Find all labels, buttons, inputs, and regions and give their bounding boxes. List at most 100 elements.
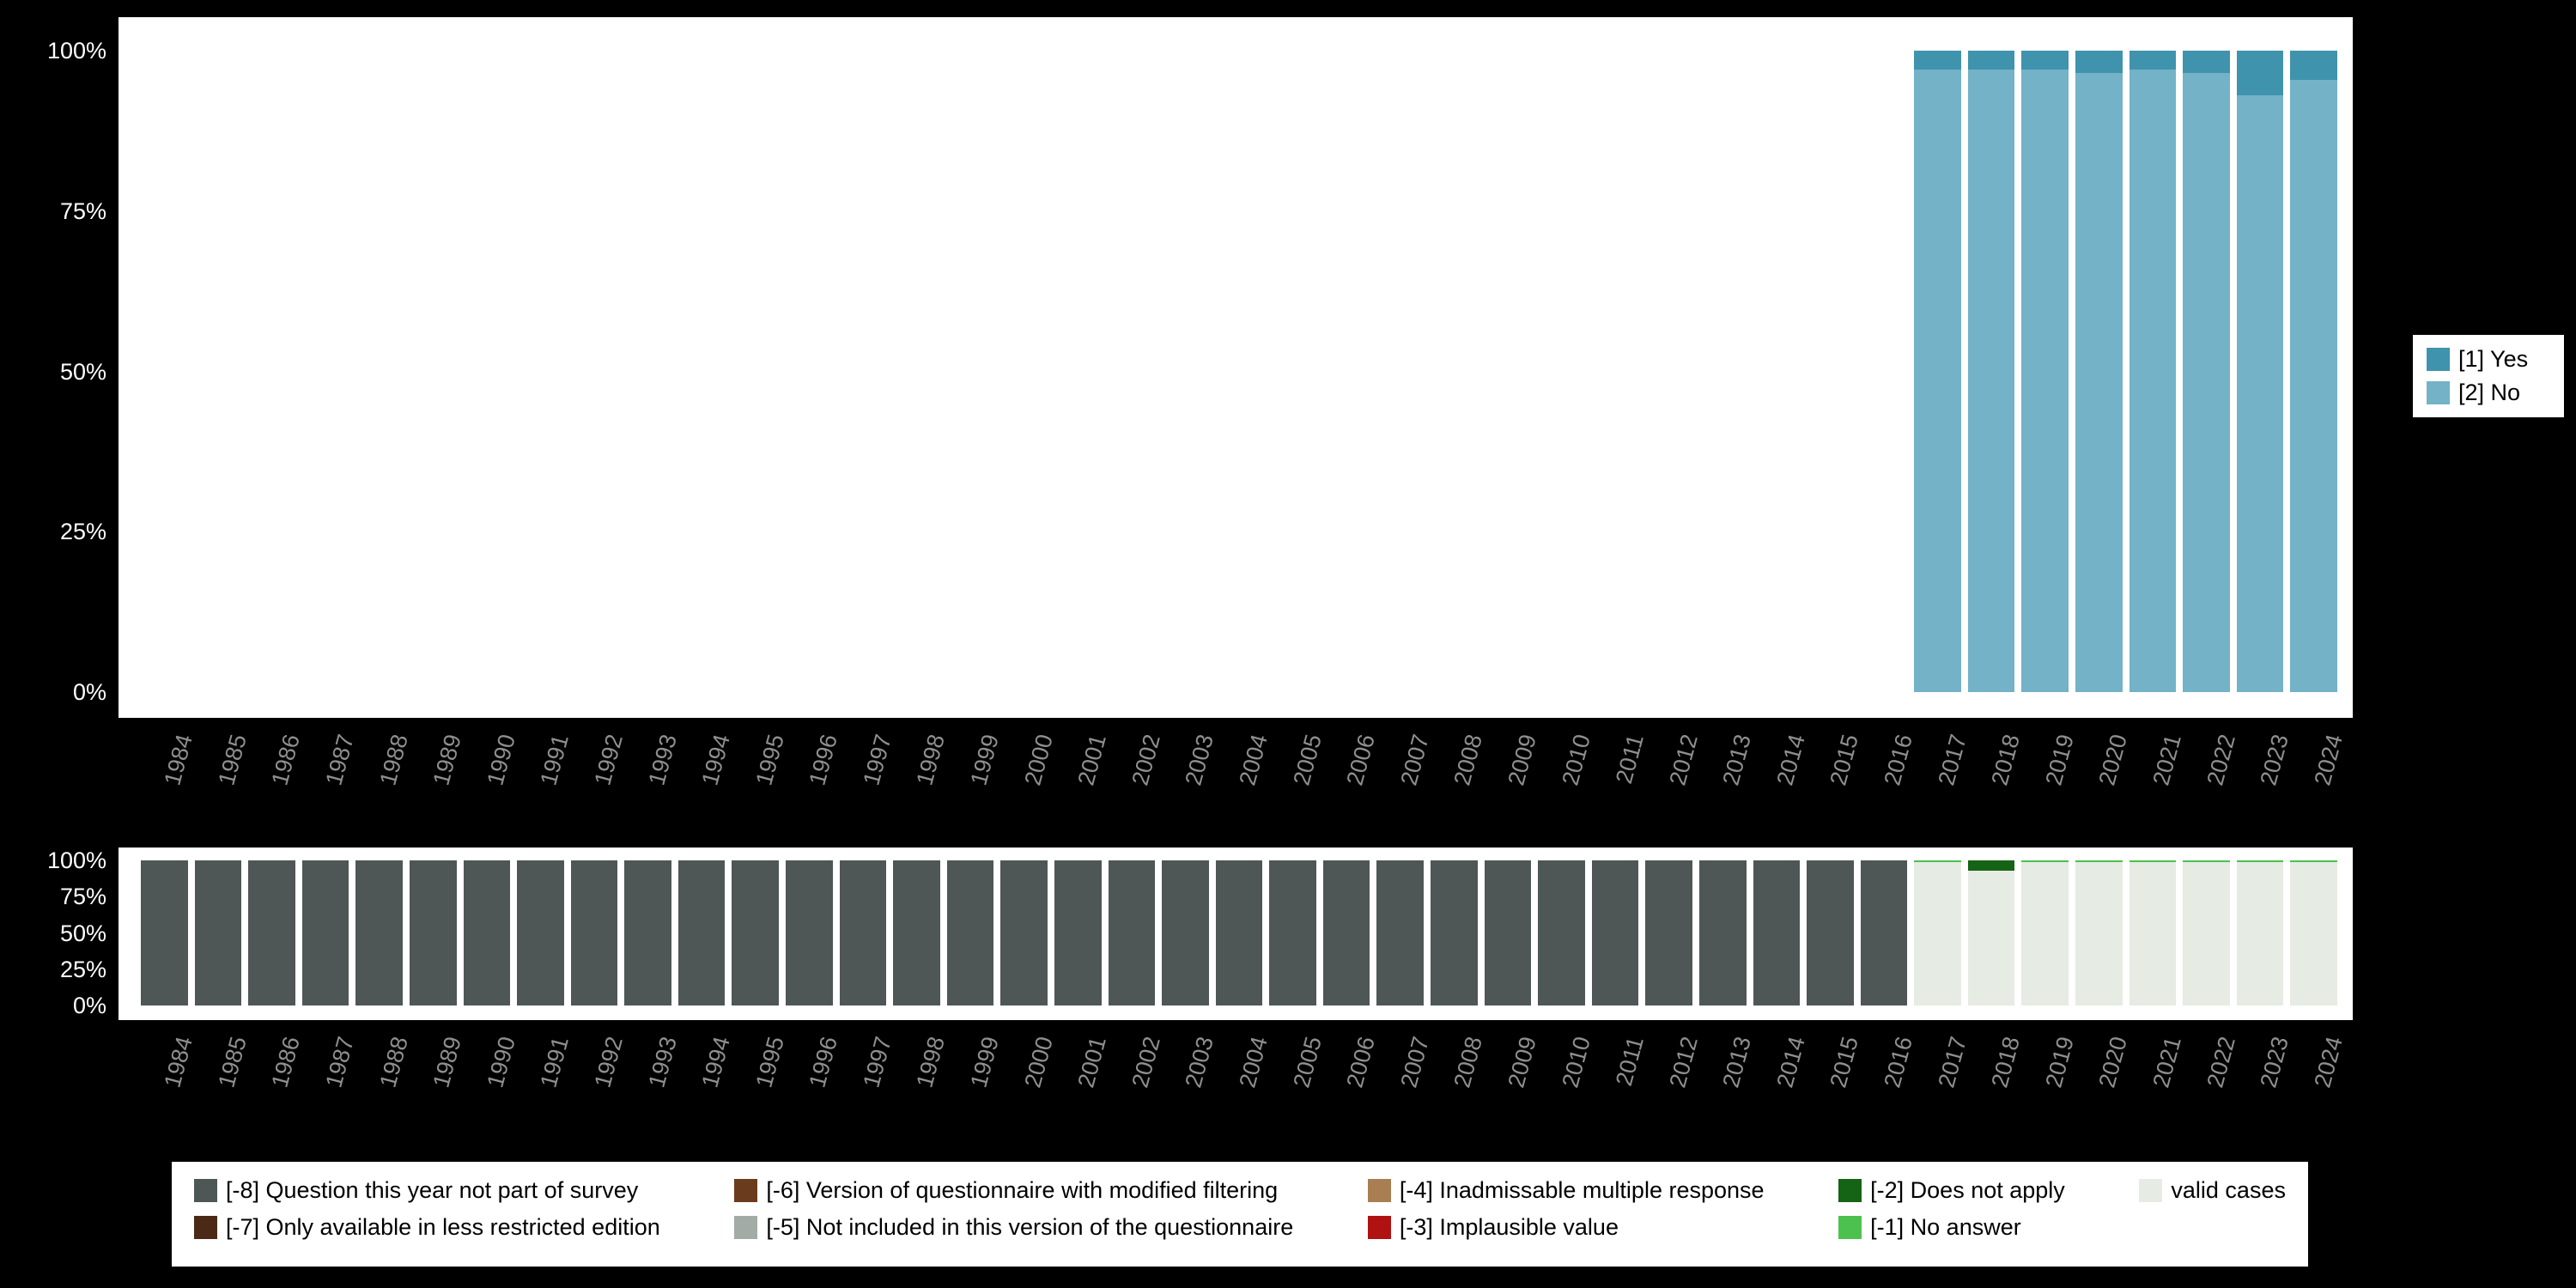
- x-tick-label: 2014: [1771, 1034, 1810, 1091]
- x-tick-label: 1998: [911, 1034, 951, 1091]
- x-tick-label: 2002: [1127, 1034, 1165, 1091]
- x-tick-label: 2018: [1986, 732, 2026, 788]
- y-tick-label: 75%: [59, 197, 106, 224]
- x-tick-label: 1999: [965, 732, 1005, 788]
- x-tick-label: 2023: [2255, 1034, 2294, 1091]
- x-tick-label: 2004: [1234, 1034, 1273, 1091]
- x-tick-label: 2010: [1556, 1034, 1595, 1091]
- legend-swatch: [734, 1216, 758, 1239]
- x-tick-label: 2005: [1288, 732, 1327, 788]
- x-tick-label: 1987: [320, 732, 360, 788]
- x-tick-label: 2012: [1664, 732, 1703, 788]
- missings-chart-panel: [118, 848, 2353, 1020]
- x-tick-label: 2003: [1180, 1034, 1219, 1091]
- missing-legend: [-8] Question this year not part of surv…: [172, 1162, 2308, 1267]
- legend-item: [-7] Only available in less restricted e…: [194, 1214, 660, 1241]
- x-tick-label: 2017: [1933, 732, 1971, 788]
- legend-swatch: [2427, 381, 2450, 404]
- x-tick-label: 2015: [1825, 732, 1864, 788]
- x-tick-label: 1991: [535, 1034, 574, 1091]
- x-tick-label: 2021: [2148, 732, 2186, 788]
- x-tick-label: 2016: [1879, 732, 1917, 788]
- legend-label: [-8] Question this year not part of surv…: [226, 1177, 639, 1203]
- x-tick-label: 2020: [2093, 732, 2133, 788]
- x-tick-label: 1993: [642, 1034, 682, 1091]
- legend-label: [-1] No answer: [1870, 1214, 2021, 1240]
- x-tick-label: 2009: [1503, 1034, 1541, 1091]
- x-tick-label: 2011: [1611, 732, 1649, 787]
- y-tick-label: 0%: [72, 679, 106, 705]
- legend-label: valid cases: [2171, 1177, 2286, 1203]
- legend-item: [-6] Version of questionnaire with modif…: [734, 1177, 1293, 1204]
- x-tick-label: 1991: [535, 732, 574, 788]
- x-tick-label: 2001: [1072, 1034, 1112, 1091]
- legend-swatch: [1838, 1216, 1862, 1239]
- legend-column: [-4] Inadmissable multiple response [-3] …: [1367, 1177, 1765, 1251]
- x-tick-label: 2013: [1717, 732, 1757, 788]
- x-tick-label: 2001: [1072, 732, 1112, 788]
- y-tick-label: 50%: [59, 358, 106, 385]
- x-tick-label: 2014: [1771, 732, 1810, 788]
- x-tick-label: 1994: [696, 1034, 736, 1091]
- legend-item: [-8] Question this year not part of surv…: [194, 1177, 660, 1204]
- x-tick-label: 1992: [589, 732, 628, 788]
- legend-swatch: [1838, 1179, 1862, 1202]
- x-tick-label: 1985: [213, 732, 252, 788]
- x-tick-label: 2000: [1019, 732, 1058, 788]
- x-tick-label: 2024: [2309, 1034, 2348, 1091]
- x-tick-label: 2000: [1019, 1034, 1058, 1091]
- x-tick-label: 2022: [2201, 732, 2240, 788]
- x-tick-label: 1984: [159, 732, 198, 788]
- legend-label: [-3] Implausible value: [1399, 1214, 1619, 1240]
- x-tick-label: 1997: [858, 1034, 896, 1091]
- x-tick-label: 2019: [2040, 732, 2079, 788]
- legend-label: [-6] Version of questionnaire with modif…: [766, 1177, 1279, 1203]
- legend-label: [-5] Not included in this version of the…: [766, 1214, 1294, 1240]
- x-tick-label: 2009: [1503, 732, 1541, 788]
- legend-item: valid cases: [2139, 1177, 2286, 1204]
- x-tick-label: 2002: [1127, 732, 1165, 788]
- legend-swatch: [2139, 1179, 2163, 1202]
- x-tick-label: 1986: [266, 732, 306, 788]
- legend-swatch: [194, 1179, 217, 1202]
- legend-item: [1] Yes: [2427, 346, 2550, 373]
- x-tick-label: 1994: [696, 732, 736, 788]
- x-tick-label: 1995: [750, 732, 789, 788]
- x-tick-label: 2024: [2309, 732, 2348, 788]
- x-tick-label: 1985: [213, 1034, 252, 1091]
- x-tick-label: 2011: [1611, 1034, 1649, 1089]
- x-tick-label: 1999: [965, 1034, 1005, 1091]
- x-tick-label: 1996: [804, 1034, 843, 1091]
- legend-swatch: [194, 1216, 217, 1239]
- x-tick-label: 2007: [1395, 1034, 1434, 1091]
- x-tick-label: 1986: [266, 1034, 306, 1091]
- x-tick-label: 1995: [750, 1034, 789, 1091]
- legend-label: [2] No: [2458, 380, 2521, 405]
- y-tick-label: 25%: [59, 956, 106, 982]
- x-tick-label: 1992: [589, 1034, 628, 1091]
- legend-item: [-5] Not included in this version of the…: [734, 1214, 1293, 1241]
- x-tick-label: 1998: [911, 732, 951, 788]
- x-tick-label: 2005: [1288, 1034, 1327, 1091]
- x-tick-label: 2022: [2201, 1034, 2240, 1091]
- x-tick-label: 2008: [1449, 732, 1488, 788]
- legend-label: [-2] Does not apply: [1870, 1177, 2065, 1203]
- legend-item: [-4] Inadmissable multiple response: [1367, 1177, 1765, 1204]
- x-tick-label: 2010: [1556, 732, 1595, 788]
- legend-swatch: [2427, 348, 2450, 371]
- legend-item: [-3] Implausible value: [1367, 1214, 1765, 1241]
- x-tick-label: 1989: [428, 732, 467, 788]
- x-tick-label: 2008: [1449, 1034, 1488, 1091]
- x-tick-label: 2007: [1395, 732, 1434, 788]
- x-tick-label: 1988: [374, 1034, 413, 1091]
- legend-column: valid cases: [2139, 1177, 2286, 1251]
- x-tick-label: 2016: [1879, 1034, 1917, 1091]
- x-tick-label: 1989: [428, 1034, 467, 1091]
- response-legend: [1] Yes [2] No: [2413, 335, 2564, 417]
- legend-swatch: [1367, 1179, 1391, 1202]
- legend-item: [-1] No answer: [1838, 1214, 2065, 1241]
- y-tick-label: 75%: [59, 884, 106, 910]
- x-tick-label: 2006: [1341, 732, 1381, 788]
- y-tick-label: 100%: [46, 38, 106, 64]
